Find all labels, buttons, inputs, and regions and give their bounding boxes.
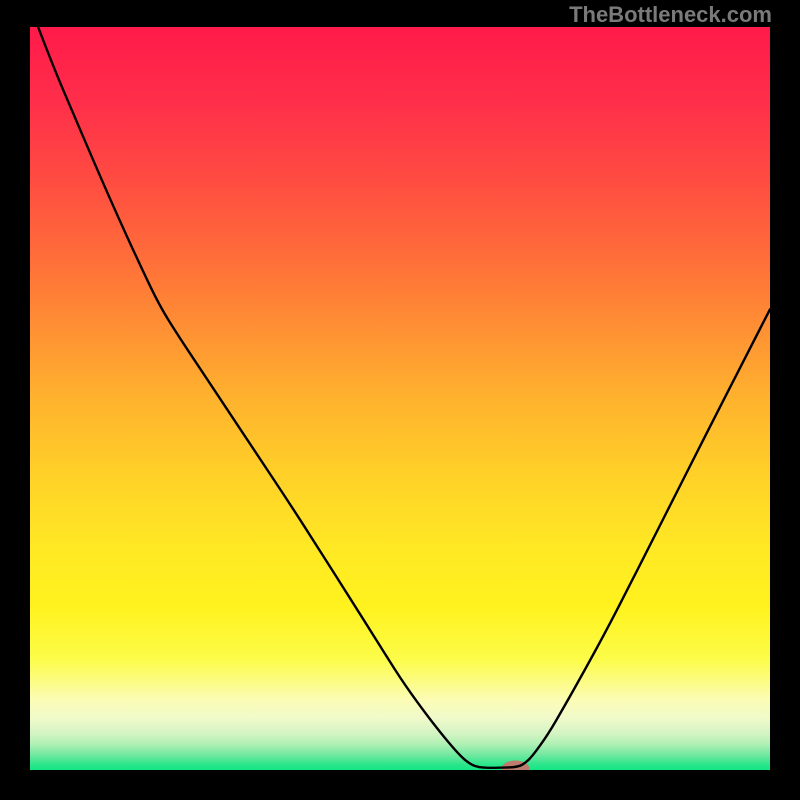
bottleneck-chart — [30, 27, 770, 770]
gradient-background — [30, 27, 770, 770]
frame-right — [770, 0, 800, 800]
chart-container: TheBottleneck.com — [0, 0, 800, 800]
watermark-text: TheBottleneck.com — [569, 2, 772, 28]
frame-left — [0, 0, 30, 800]
frame-bottom — [0, 770, 800, 800]
